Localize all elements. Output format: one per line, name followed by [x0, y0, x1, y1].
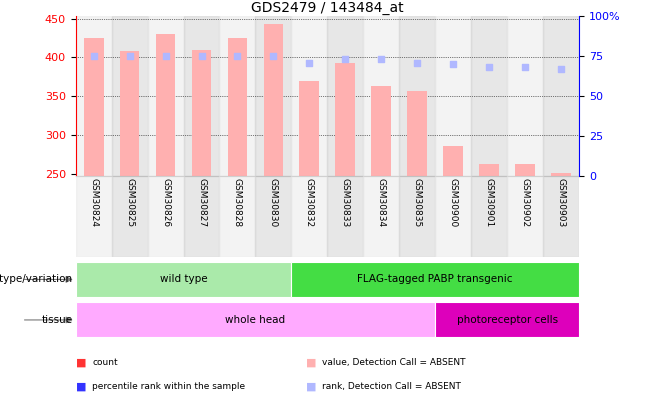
Bar: [76, 262, 291, 297]
Text: GSM30903: GSM30903: [557, 178, 566, 227]
Bar: [327, 176, 363, 257]
Bar: [76, 303, 435, 337]
Bar: [471, 176, 507, 257]
Point: [376, 56, 386, 63]
Bar: [515, 164, 535, 176]
Point: [520, 64, 530, 70]
Bar: [184, 176, 220, 257]
Bar: [147, 16, 184, 176]
Bar: [543, 16, 579, 176]
Bar: [264, 24, 284, 176]
Text: value, Detection Call = ABSENT: value, Detection Call = ABSENT: [322, 358, 466, 367]
Bar: [299, 81, 319, 176]
Bar: [327, 16, 363, 176]
Text: FLAG-tagged PABP transgenic: FLAG-tagged PABP transgenic: [357, 275, 513, 284]
Point: [161, 53, 171, 60]
Bar: [363, 16, 399, 176]
Text: GSM30901: GSM30901: [485, 178, 494, 227]
Text: GSM30825: GSM30825: [125, 178, 134, 227]
Bar: [399, 16, 435, 176]
Text: GSM30835: GSM30835: [413, 178, 422, 227]
Text: GSM30834: GSM30834: [377, 178, 386, 227]
Bar: [435, 16, 471, 176]
Bar: [443, 146, 463, 176]
Bar: [220, 16, 255, 176]
Text: ■: ■: [76, 358, 86, 367]
Bar: [435, 303, 579, 337]
Text: GSM30828: GSM30828: [233, 178, 242, 227]
Text: tissue: tissue: [41, 315, 72, 325]
Bar: [479, 164, 499, 176]
Bar: [112, 176, 147, 257]
Bar: [291, 262, 579, 297]
Point: [196, 53, 207, 60]
Bar: [507, 176, 543, 257]
Bar: [551, 173, 571, 176]
Bar: [363, 176, 399, 257]
Bar: [147, 176, 184, 257]
Text: count: count: [92, 358, 118, 367]
Bar: [228, 38, 247, 176]
Bar: [336, 63, 355, 176]
Point: [448, 61, 459, 67]
Bar: [191, 49, 211, 176]
Text: GSM30900: GSM30900: [449, 178, 458, 227]
Text: wild type: wild type: [160, 275, 207, 284]
Bar: [255, 176, 291, 257]
Point: [556, 66, 567, 72]
Text: ■: ■: [306, 382, 316, 392]
Point: [268, 53, 279, 60]
Text: whole head: whole head: [226, 315, 286, 325]
Text: GSM30832: GSM30832: [305, 178, 314, 227]
Bar: [471, 16, 507, 176]
Point: [484, 64, 494, 70]
Text: rank, Detection Call = ABSENT: rank, Detection Call = ABSENT: [322, 382, 461, 391]
Bar: [84, 38, 103, 176]
Text: ■: ■: [76, 382, 86, 392]
Text: genotype/variation: genotype/variation: [0, 275, 72, 284]
Bar: [76, 16, 112, 176]
Text: GSM30902: GSM30902: [520, 178, 530, 227]
Text: GSM30826: GSM30826: [161, 178, 170, 227]
Bar: [156, 34, 176, 176]
Bar: [112, 16, 147, 176]
Bar: [291, 176, 327, 257]
Text: GSM30830: GSM30830: [269, 178, 278, 227]
Text: ■: ■: [306, 358, 316, 367]
Bar: [371, 86, 391, 176]
Point: [124, 53, 135, 60]
Text: GSM30827: GSM30827: [197, 178, 206, 227]
Point: [232, 53, 243, 60]
Bar: [220, 176, 255, 257]
Title: GDS2479 / 143484_at: GDS2479 / 143484_at: [251, 1, 403, 15]
Bar: [120, 51, 139, 176]
Point: [340, 56, 351, 63]
Point: [304, 60, 315, 66]
Bar: [291, 16, 327, 176]
Bar: [76, 176, 112, 257]
Bar: [435, 176, 471, 257]
Text: percentile rank within the sample: percentile rank within the sample: [92, 382, 245, 391]
Bar: [407, 91, 427, 176]
Text: photoreceptor cells: photoreceptor cells: [457, 315, 558, 325]
Bar: [255, 16, 291, 176]
Point: [88, 53, 99, 60]
Text: GSM30824: GSM30824: [89, 178, 98, 227]
Point: [412, 60, 422, 66]
Bar: [399, 176, 435, 257]
Bar: [184, 16, 220, 176]
Text: GSM30833: GSM30833: [341, 178, 350, 227]
Bar: [507, 16, 543, 176]
Bar: [543, 176, 579, 257]
